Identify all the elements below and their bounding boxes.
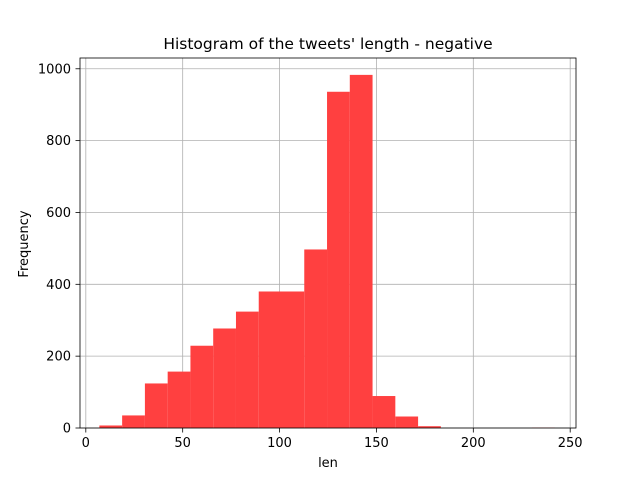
x-tick-label: 50 (174, 436, 191, 451)
histogram-bar (349, 74, 373, 429)
histogram-bar (235, 311, 259, 428)
y-tick-label: 0 (63, 422, 71, 437)
x-tick-label: 0 (82, 436, 90, 451)
histogram-bar (281, 291, 305, 428)
y-axis-title: Frequency (17, 210, 32, 277)
histogram-bars (99, 74, 555, 429)
histogram-bar (258, 291, 282, 428)
histogram-bar (122, 415, 145, 428)
histogram-bar (327, 91, 350, 428)
y-tick-label: 800 (46, 134, 71, 149)
x-tick-label: 200 (461, 436, 486, 451)
histogram-bar (144, 383, 168, 428)
axis-ticks: 0 50 100 150 200 250 0 200 400 600 800 1000 (38, 62, 583, 451)
axes-frame (79, 57, 577, 429)
x-tick-label: 250 (558, 436, 583, 451)
histogram-bar (395, 416, 419, 428)
histogram-bar (190, 345, 214, 428)
x-axis-title: len (318, 456, 338, 471)
y-tick-label: 600 (46, 206, 71, 221)
y-tick-label: 400 (46, 278, 71, 293)
histogram-bar (372, 396, 396, 428)
histogram-bar (418, 426, 441, 428)
x-tick-label: 100 (267, 436, 292, 451)
histogram-bar (167, 371, 191, 428)
histogram-bar (304, 249, 328, 428)
plot-frame (79, 57, 577, 429)
y-tick-label: 1000 (38, 62, 71, 77)
chart-title: Histogram of the tweets' length - negati… (163, 35, 492, 53)
x-tick-label: 150 (364, 436, 389, 451)
histogram-bar (99, 425, 123, 428)
y-tick-label: 200 (46, 350, 71, 365)
histogram-bar (213, 328, 236, 428)
